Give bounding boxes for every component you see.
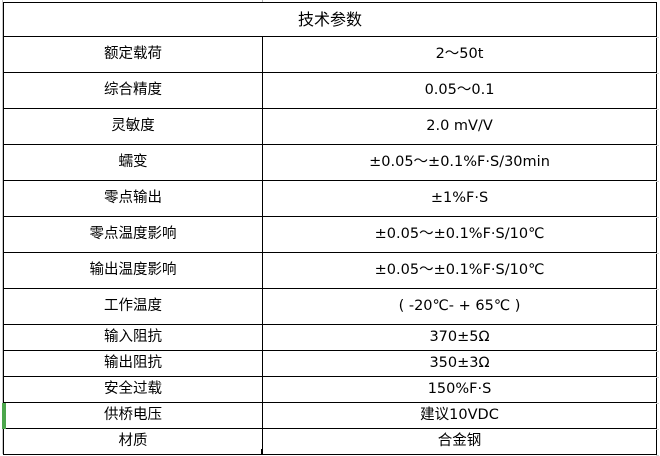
row-value: 2.0 mV/V	[261, 108, 658, 145]
row-label: 工作温度	[3, 288, 263, 325]
row-value: ±0.05～±0.1%F·S/10℃	[261, 252, 658, 289]
table-row[interactable]: 灵敏度 2.0 mV/V	[3, 108, 658, 145]
row-label: 灵敏度	[3, 108, 263, 145]
page-edge-tick	[656, 454, 659, 456]
row-value: 150%F·S	[261, 376, 658, 403]
row-label: 综合精度	[3, 72, 263, 109]
row-value: 350±3Ω	[261, 350, 658, 377]
row-label: 输出温度影响	[3, 252, 263, 289]
table-row[interactable]: 工作温度 ( -20℃- + 65℃ )	[3, 288, 658, 325]
row-selection-accent	[2, 402, 6, 429]
page-edge-tick	[656, 376, 659, 378]
row-label: 零点温度影响	[3, 216, 263, 253]
table-row-highlighted[interactable]: 供桥电压 建议10VDC	[3, 402, 658, 429]
page-edge-tick	[656, 144, 659, 146]
table-bottom-clipped-row	[3, 449, 656, 454]
row-value: ±0.05～±0.1%F·S/30min	[261, 144, 658, 181]
table-row[interactable]: 零点温度影响 ±0.05～±0.1%F·S/10℃	[3, 216, 658, 253]
table-row[interactable]: 零点输出 ±1%F·S	[3, 180, 658, 217]
row-value: 370±5Ω	[261, 324, 658, 351]
row-value: 合金钢	[261, 428, 658, 455]
column-divider-bottom	[261, 449, 262, 454]
row-value: ( -20℃- + 65℃ )	[261, 288, 658, 325]
page-edge-tick	[656, 428, 659, 430]
column-divider-top	[262, 0, 263, 2]
page-title: 技术参数	[2, 2, 658, 37]
table-row[interactable]: 额定载荷 2～50t	[3, 36, 658, 73]
row-value: 建议10VDC	[261, 402, 658, 429]
table-row[interactable]: 输入阻抗 370±5Ω	[3, 324, 658, 351]
page-edge-tick	[656, 350, 659, 352]
row-label: 输出阻抗	[3, 350, 263, 377]
page-edge-tick	[656, 180, 659, 182]
page-edge-tick	[656, 216, 659, 218]
table-row[interactable]: 材质 合金钢	[3, 428, 658, 455]
row-label: 输入阻抗	[3, 324, 263, 351]
page-edge-tick	[656, 252, 659, 254]
row-value: ±1%F·S	[261, 180, 658, 217]
table-top-clipped-row	[3, 0, 657, 2]
table-row[interactable]: 蠕变 ±0.05～±0.1%F·S/30min	[3, 144, 658, 181]
row-label: 额定载荷	[3, 36, 263, 73]
row-value: 2～50t	[261, 36, 658, 73]
page-edge-tick	[656, 36, 659, 38]
row-label: 安全过载	[3, 376, 263, 403]
row-label: 零点输出	[3, 180, 263, 217]
page-edge-tick	[656, 288, 659, 290]
table-row[interactable]: 安全过载 150%F·S	[3, 376, 658, 403]
page-edge-tick	[656, 402, 659, 404]
page-edge-tick	[656, 324, 659, 326]
page-rule-left	[2, 0, 3, 454]
table-row[interactable]: 输出阻抗 350±3Ω	[3, 350, 658, 377]
row-value: 0.05～0.1	[261, 72, 658, 109]
page-rule-right	[658, 0, 660, 454]
table-title-row: 技术参数	[2, 2, 658, 37]
row-label: 供桥电压	[3, 402, 263, 429]
table-row[interactable]: 输出温度影响 ±0.05～±0.1%F·S/10℃	[3, 252, 658, 289]
row-label: 蠕变	[3, 144, 263, 181]
page-edge-tick	[656, 72, 659, 74]
table-row[interactable]: 综合精度 0.05～0.1	[3, 72, 658, 109]
row-value: ±0.05～±0.1%F·S/10℃	[261, 216, 658, 253]
page-edge-tick	[656, 108, 659, 110]
